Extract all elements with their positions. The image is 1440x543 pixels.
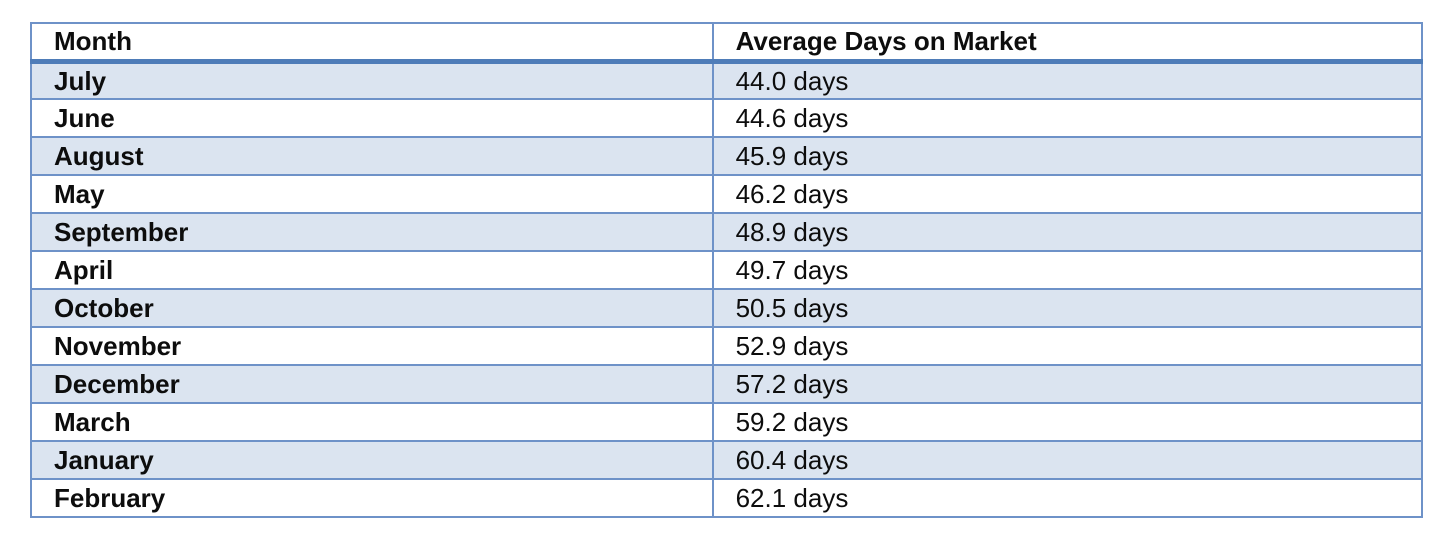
month-cell: May <box>30 174 714 214</box>
average-days-cell: 52.9 days <box>711 326 1424 366</box>
month-cell: June <box>30 98 714 138</box>
average-days-cell: 50.5 days <box>711 288 1424 328</box>
table-row: July 44.0 days <box>30 60 1424 100</box>
table-row: March 59.2 days <box>30 402 1424 442</box>
average-days-cell: 48.9 days <box>711 212 1424 252</box>
table-row: September 48.9 days <box>30 212 1424 252</box>
average-days-cell: 45.9 days <box>711 136 1424 176</box>
month-cell: April <box>30 250 714 290</box>
table-row: May 46.2 days <box>30 174 1424 214</box>
average-days-cell: 59.2 days <box>711 402 1424 442</box>
average-days-cell: 44.0 days <box>711 60 1424 100</box>
average-days-cell: 46.2 days <box>711 174 1424 214</box>
month-cell: August <box>30 136 714 176</box>
month-cell: March <box>30 402 714 442</box>
month-cell: January <box>30 440 714 480</box>
average-days-cell: 49.7 days <box>711 250 1424 290</box>
month-cell: October <box>30 288 714 328</box>
month-cell: November <box>30 326 714 366</box>
table-row: October 50.5 days <box>30 288 1424 328</box>
table-row: June 44.6 days <box>30 98 1424 138</box>
average-days-cell: 44.6 days <box>711 98 1424 138</box>
table-row: April 49.7 days <box>30 250 1424 290</box>
table-row: November 52.9 days <box>30 326 1424 366</box>
days-on-market-table: Month Average Days on Market July 44.0 da… <box>30 22 1424 518</box>
table-row: December 57.2 days <box>30 364 1424 404</box>
column-header-month: Month <box>30 22 714 64</box>
average-days-cell: 62.1 days <box>711 478 1424 518</box>
month-cell: February <box>30 478 714 518</box>
month-cell: July <box>30 60 714 100</box>
month-cell: December <box>30 364 714 404</box>
month-cell: September <box>30 212 714 252</box>
table-row: August 45.9 days <box>30 136 1424 176</box>
table-body: July 44.0 days June 44.6 days August 45.9 day… <box>30 60 1424 518</box>
average-days-cell: 57.2 days <box>711 364 1424 404</box>
column-header-average-days: Average Days on Market <box>711 22 1424 64</box>
header-row: Month Average Days on Market <box>30 22 1424 64</box>
table-row: February 62.1 days <box>30 478 1424 518</box>
table-row: January 60.4 days <box>30 440 1424 480</box>
days-on-market-table-container: Month Average Days on Market July 44.0 da… <box>30 22 1424 518</box>
average-days-cell: 60.4 days <box>711 440 1424 480</box>
